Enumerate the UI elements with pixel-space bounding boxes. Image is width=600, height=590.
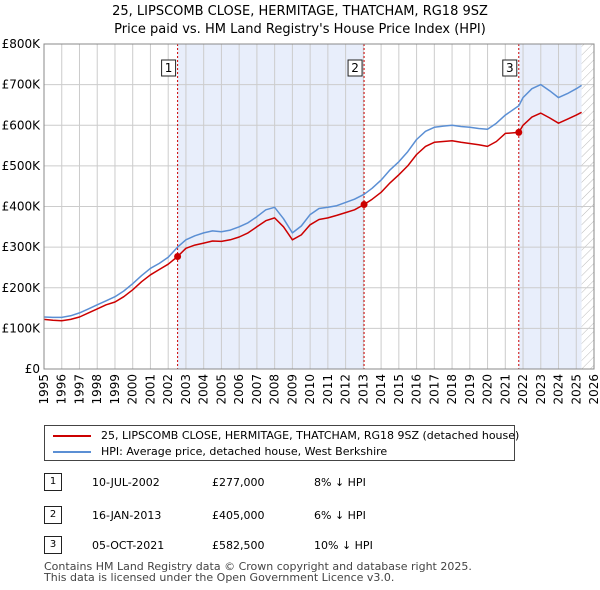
x-tick-label: 2026 xyxy=(587,374,600,405)
y-tick-label: £300K xyxy=(2,240,42,254)
x-tick-label: 2020 xyxy=(481,374,495,405)
sale-marker-badge xyxy=(347,59,363,77)
x-tick-label: 2010 xyxy=(303,374,317,405)
x-tick-label: 1997 xyxy=(72,374,86,405)
chart-title: 25, LIPSCOMB CLOSE, HERMITAGE, THATCHAM,… xyxy=(0,3,600,39)
transaction-price: £405,000 xyxy=(212,509,265,522)
sale-point xyxy=(360,200,368,208)
transaction-date: 05-OCT-2021 xyxy=(92,539,165,552)
price-chart: 1 2 3 £0 £100K £200K £300K £400K £500K £600K £700… xyxy=(2,37,600,405)
x-tick-label: 2001 xyxy=(143,374,157,405)
x-tick-label: 2024 xyxy=(552,374,566,405)
x-tick-label: 2007 xyxy=(250,374,264,405)
y-tick-label: £600K xyxy=(2,118,42,132)
y-tick-label: £700K xyxy=(2,78,42,92)
hpi-series-line xyxy=(43,83,582,319)
legend-item-hpi: HPI: Average price, detached house, West… xyxy=(53,444,387,460)
sale-marker-label: 3 xyxy=(506,61,514,75)
legend-item-property: 25, LIPSCOMB CLOSE, HERMITAGE, THATCHAM,… xyxy=(53,428,519,444)
sale-marker-badge xyxy=(161,59,177,77)
y-tick-label: £200K xyxy=(2,281,42,295)
x-tick-label: 2004 xyxy=(197,374,211,405)
chart-legend: 25, LIPSCOMB CLOSE, HERMITAGE, THATCHAM,… xyxy=(44,425,519,461)
y-tick-label: £400K xyxy=(2,200,42,214)
x-tick-label: 2022 xyxy=(516,374,530,405)
sale-point xyxy=(515,128,523,136)
transaction-row: 2 16-JAN-2013 £405,000 6% ↓ HPI xyxy=(44,506,424,524)
x-tick-label: 2011 xyxy=(321,374,335,405)
legend-label-hpi: HPI: Average price, detached house, West… xyxy=(101,445,388,458)
y-tick-label: £500K xyxy=(2,159,42,173)
x-tick-label: 2000 xyxy=(126,374,140,405)
y-tick-label: £100K xyxy=(2,321,42,335)
x-tick-label: 2006 xyxy=(232,374,246,405)
transaction-row: 3 05-OCT-2021 £582,500 10% ↓ HPI xyxy=(44,536,424,554)
x-tick-label: 2012 xyxy=(339,374,353,405)
sale-marker-label: 1 xyxy=(165,61,173,75)
sale-marker-label: 2 xyxy=(351,61,359,75)
x-tick-label: 2021 xyxy=(498,374,512,405)
transaction-hpi-delta: 6% ↓ HPI xyxy=(314,509,366,522)
title-line-1: 25, LIPSCOMB CLOSE, HERMITAGE, THATCHAM,… xyxy=(112,4,488,19)
plot-frame xyxy=(43,43,595,370)
y-tick-label: £0 xyxy=(25,362,40,376)
legend-label-property: 25, LIPSCOMB CLOSE, HERMITAGE, THATCHAM,… xyxy=(101,429,520,442)
transaction-number: 3 xyxy=(44,536,62,554)
transaction-number: 1 xyxy=(44,473,62,491)
x-tick-label: 2018 xyxy=(445,374,459,405)
x-tick-label: 2023 xyxy=(534,374,548,405)
transaction-hpi-delta: 10% ↓ HPI xyxy=(314,539,373,552)
x-tick-label: 2017 xyxy=(427,374,441,405)
title-line-2: Price paid vs. HM Land Registry's House … xyxy=(114,22,486,37)
legend-swatch-property xyxy=(53,435,91,437)
sale-point xyxy=(174,252,182,260)
x-tick-label: 1999 xyxy=(108,374,122,405)
x-tick-label: 2002 xyxy=(161,374,175,405)
y-tick-label: £800K xyxy=(2,37,42,51)
transaction-number: 2 xyxy=(44,506,62,524)
x-tick-label: 2025 xyxy=(569,374,583,405)
x-tick-label: 2009 xyxy=(285,374,299,405)
x-tick-label: 2015 xyxy=(392,374,406,405)
property-series-line xyxy=(43,111,582,322)
x-tick-label: 2005 xyxy=(214,374,228,405)
footer-notice: Contains HM Land Registry data © Crown c… xyxy=(44,561,472,583)
sale-marker-badge xyxy=(502,59,518,77)
footer-licence: This data is licensed under the Open Gov… xyxy=(44,571,395,584)
x-tick-label: 1995 xyxy=(37,374,51,405)
x-tick-label: 2003 xyxy=(179,374,193,405)
x-tick-label: 2019 xyxy=(463,374,477,405)
x-tick-label: 2016 xyxy=(410,374,424,405)
transaction-row: 1 10-JUL-2002 £277,000 8% ↓ HPI xyxy=(44,473,424,491)
legend-swatch-hpi xyxy=(53,451,91,453)
transaction-date: 10-JUL-2002 xyxy=(92,476,160,489)
transaction-price: £582,500 xyxy=(212,539,265,552)
x-tick-label: 2014 xyxy=(374,374,388,405)
footer-copyright: Contains HM Land Registry data © Crown c… xyxy=(44,560,472,573)
transaction-hpi-delta: 8% ↓ HPI xyxy=(314,476,366,489)
transaction-date: 16-JAN-2013 xyxy=(92,509,162,522)
x-tick-label: 2008 xyxy=(268,374,282,405)
transaction-price: £277,000 xyxy=(212,476,265,489)
x-tick-label: 1996 xyxy=(55,374,69,405)
x-tick-label: 2013 xyxy=(356,374,370,405)
x-tick-label: 1998 xyxy=(90,374,104,405)
